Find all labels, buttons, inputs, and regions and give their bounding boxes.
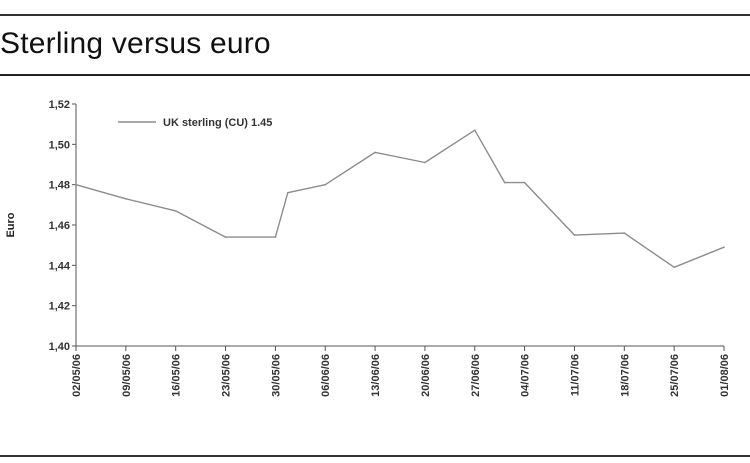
y-tick-label: 1,48: [49, 180, 70, 192]
data-point: [673, 266, 675, 269]
plot-area: 1,52 1,50 1,48 1,46 1,44 1,42 1,40 Euro 02/05/06…: [5, 99, 731, 397]
data-point: [125, 197, 127, 200]
x-tick-label: 09/05/06: [121, 354, 133, 397]
y-axis-label: Euro: [5, 212, 17, 237]
x-tick-label: 18/07/06: [619, 354, 631, 397]
data-point: [573, 234, 576, 236]
data-point: [723, 246, 725, 248]
x-tick-label: 11/07/06: [569, 354, 581, 396]
data-point: [623, 232, 626, 234]
x-tick-label: 27/06/06: [470, 354, 482, 397]
y-tick-label: 1,52: [49, 99, 70, 111]
x-tick-label: 23/05/06: [221, 354, 233, 397]
x-tick-label: 30/05/06: [270, 354, 282, 397]
title-box: [0, 16, 750, 76]
x-tick-label: 20/06/06: [420, 354, 432, 397]
y-tick-label: 1,40: [49, 341, 70, 353]
x-tick-label: 06/06/06: [320, 354, 332, 397]
x-tick-label: 16/05/06: [171, 354, 183, 397]
y-tick-label: 1,44: [49, 260, 71, 272]
chart-title: Sterling versus euro: [0, 27, 271, 60]
y-tick-label: 1,42: [49, 301, 70, 313]
x-tick-label: 02/05/06: [71, 354, 83, 397]
legend-label: UK sterling (CU) 1.45: [163, 117, 272, 129]
frame-top-rule: [0, 14, 750, 16]
x-tick-label: 25/07/06: [669, 354, 681, 397]
x-tick-label: 04/07/06: [520, 354, 532, 397]
data-point: [473, 129, 476, 132]
series-line: [75, 129, 725, 268]
data-point: [287, 191, 289, 194]
data-point: [523, 181, 526, 184]
data-point: [224, 236, 227, 238]
data-point: [274, 236, 277, 238]
data-point: [75, 183, 77, 186]
x-tick-label: 13/06/06: [370, 354, 382, 397]
data-point: [374, 151, 376, 154]
data-point: [174, 210, 177, 212]
frame-bottom-rule: [0, 455, 750, 457]
data-point: [324, 183, 327, 186]
data-point: [503, 181, 506, 184]
x-tick-label: 01/08/06: [719, 354, 731, 397]
y-tick-label: 1,46: [49, 220, 70, 232]
data-point: [424, 161, 426, 164]
y-tick-label: 1,50: [49, 139, 70, 151]
